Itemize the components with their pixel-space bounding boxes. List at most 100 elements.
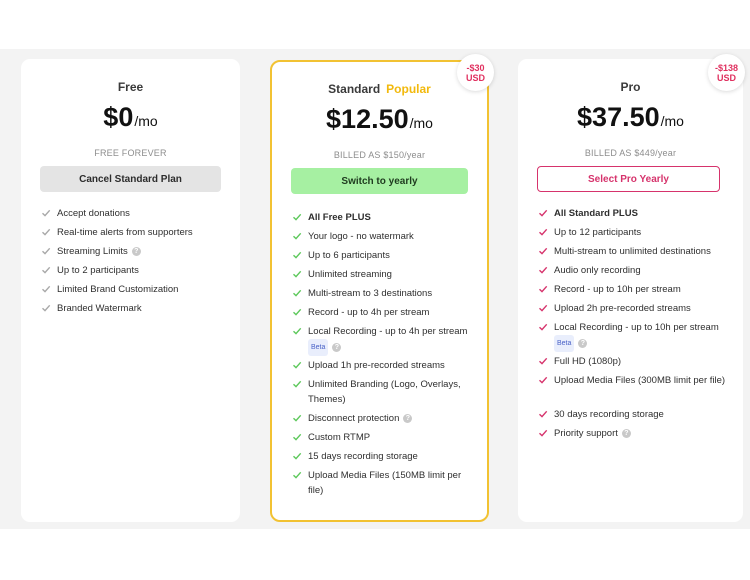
feature-text: Audio only recording [554, 265, 641, 276]
feature-text: Branded Watermark [57, 303, 142, 314]
feature-text: Local Recording - up to 10h per stream [554, 322, 719, 333]
feature-text: Full HD (1080p) [554, 356, 622, 367]
feature-text: Record - up to 4h per stream [308, 307, 430, 318]
check-icon [293, 452, 302, 460]
discount-currency: USD [716, 72, 736, 83]
plan-card-pro: Pro $37.50/mo BILLED AS $449/year Select… [518, 59, 743, 522]
beta-badge: Beta [554, 335, 575, 352]
plan-name: Free [117, 80, 144, 94]
check-icon [42, 285, 51, 293]
feature-item: Up to 2 participants [41, 263, 228, 278]
plan-name: Standard Popular [272, 82, 487, 96]
help-circle-icon[interactable]: ? [578, 339, 588, 348]
beta-badge: Beta [308, 339, 329, 356]
check-icon [293, 361, 302, 369]
plan-price: $12.50/mo [272, 104, 487, 135]
feature-item: Unlimited streaming [292, 267, 475, 282]
cancel-standard-plan-button[interactable]: Cancel Standard Plan [40, 166, 221, 192]
feature-text: Upload Media Files (300MB limit per file… [554, 375, 726, 386]
plan-price: $0/mo [21, 102, 240, 133]
discount-amount: -$138 [714, 62, 739, 73]
discount-amount: -$30 [466, 62, 485, 73]
plan-card-standard: Standard Popular $12.50/mo BILLED AS $150… [270, 60, 489, 522]
feature-text: Upload 2h pre-recorded streams [554, 303, 691, 314]
help-circle-icon[interactable]: ? [403, 413, 413, 423]
feature-text: Up to 6 participants [308, 250, 390, 261]
feature-text: Accept donations [57, 208, 130, 219]
feature-text: Up to 2 participants [57, 265, 139, 276]
feature-text-wrap: Disconnect protection? [308, 411, 475, 426]
help-circle-icon[interactable]: ? [131, 246, 141, 256]
feature-item: Upload 2h pre-recorded streams [538, 301, 731, 316]
feature-text-wrap: Priority support? [554, 426, 731, 441]
check-icon [539, 323, 548, 331]
feature-item: Streaming Limits? [41, 244, 228, 259]
check-icon [42, 304, 51, 312]
feature-text: All Free PLUS [308, 212, 371, 223]
feature-text: Up to 12 participants [554, 227, 642, 238]
feature-text: Custom RTMP [308, 432, 371, 443]
feature-text-wrap: Local Recording - up to 10h per stream Be… [554, 320, 731, 352]
feature-item: Your logo - no watermark [292, 229, 475, 244]
check-icon [42, 209, 51, 217]
feature-item: Accept donations [41, 206, 228, 221]
feature-item: Full HD (1080p) [538, 354, 731, 369]
feature-item: Upload Media Files (150MB limit per file… [292, 468, 475, 498]
discount-currency: USD [465, 72, 485, 83]
feature-item: Limited Brand Customization [41, 282, 228, 297]
check-icon [539, 410, 548, 418]
feature-item: Local Recording - up to 10h per stream Be… [538, 320, 731, 352]
check-icon [293, 433, 302, 441]
discount-badge: -$138 USD [708, 54, 745, 91]
feature-text: Upload Media Files (150MB limit per file… [308, 470, 462, 496]
check-icon [539, 266, 548, 274]
feature-item: Record - up to 10h per stream [538, 282, 731, 297]
billing-note: BILLED AS $449/year [584, 148, 677, 158]
check-icon [293, 414, 302, 422]
feature-text: Priority support [554, 428, 618, 439]
feature-text: Upload 1h pre-recorded streams [308, 360, 445, 371]
check-icon [539, 376, 548, 384]
check-icon [539, 209, 548, 217]
feature-item: Audio only recording [538, 263, 731, 278]
feature-item: Priority support? [538, 426, 731, 441]
feature-item: 30 days recording storage [538, 407, 731, 422]
help-circle-icon[interactable]: ? [621, 428, 631, 438]
feature-text: 15 days recording storage [308, 451, 418, 462]
feature-text: Multi-stream to unlimited destinations [554, 246, 711, 257]
popular-label: Popular [386, 82, 431, 96]
check-icon [539, 228, 548, 236]
feature-text-wrap: Streaming Limits? [57, 244, 228, 259]
feature-text: Unlimited Branding (Logo, Overlays, Them… [308, 379, 461, 405]
feature-text: Local Recording - up to 4h per stream [308, 326, 468, 337]
feature-text-wrap: Local Recording - up to 4h per stream Bet… [308, 324, 475, 356]
check-icon [293, 327, 302, 335]
check-icon [539, 285, 548, 293]
check-icon [42, 228, 51, 236]
check-icon [293, 232, 302, 240]
check-icon [293, 251, 302, 259]
help-circle-icon[interactable]: ? [332, 343, 342, 352]
switch-to-yearly-button[interactable]: Switch to yearly [291, 168, 468, 194]
feature-item: Disconnect protection? [292, 411, 475, 426]
feature-item: Multi-stream to unlimited destinations [538, 244, 731, 259]
feature-item: Up to 6 participants [292, 248, 475, 263]
check-icon [293, 380, 302, 388]
select-pro-yearly-button[interactable]: Select Pro Yearly [537, 166, 720, 192]
feature-item: Multi-stream to 3 destinations [292, 286, 475, 301]
discount-badge: -$30 USD [457, 54, 494, 91]
check-icon [293, 270, 302, 278]
plan-price: $37.50/mo [518, 102, 743, 133]
check-icon [293, 471, 302, 479]
feature-item: Up to 12 participants [538, 225, 731, 240]
check-icon [539, 429, 548, 437]
feature-item: Custom RTMP [292, 430, 475, 445]
check-icon [42, 247, 51, 255]
check-icon [539, 247, 548, 255]
check-icon [539, 357, 548, 365]
plan-name-text: Standard [328, 82, 381, 96]
price-period: /mo [409, 115, 433, 131]
feature-item: All Standard PLUS [538, 206, 731, 221]
plan-card-free: Free $0/mo FREE FOREVER Cancel Standard … [21, 59, 240, 522]
price-amount: $12.50 [326, 104, 409, 134]
